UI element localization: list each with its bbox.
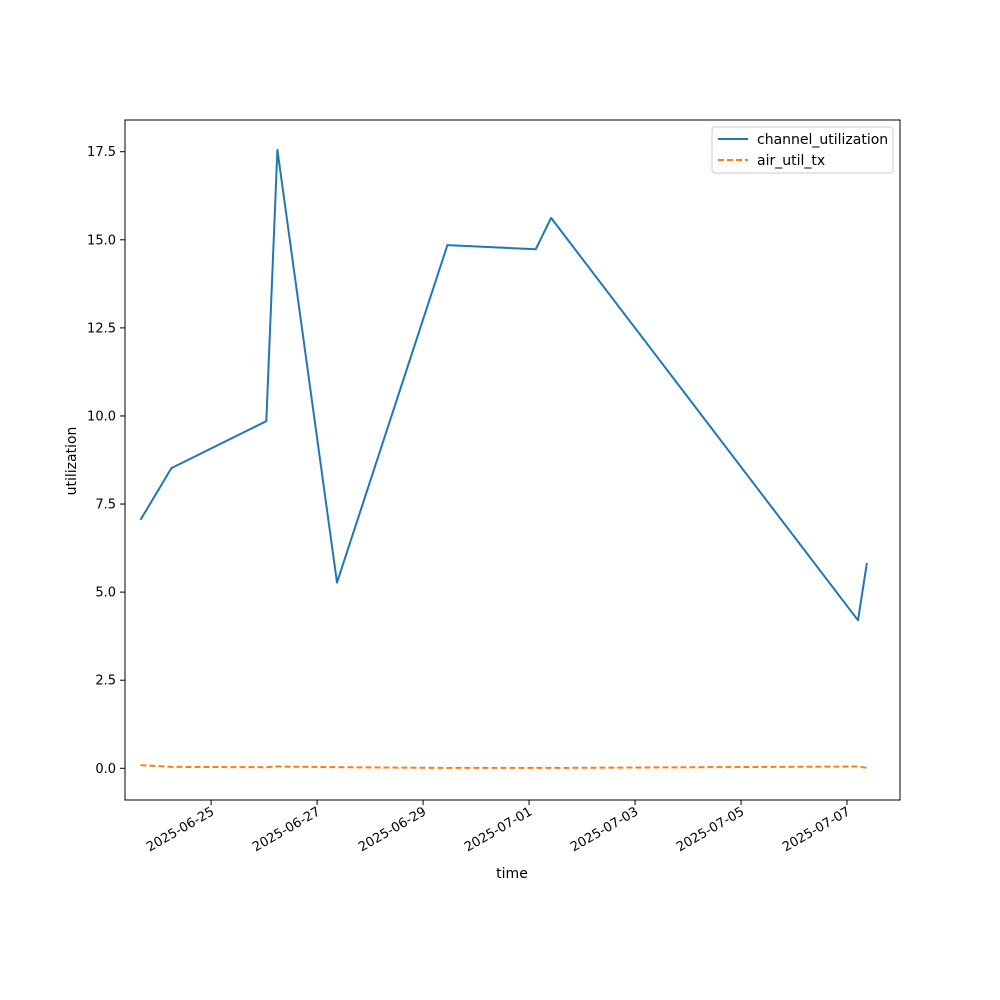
y-axis-ticks: 0.0 2.5 5.0 7.5 10.0 12.5 15.0 17.5 <box>87 145 125 777</box>
axes-frame <box>124 119 901 801</box>
y-tick-label-4: 10.0 <box>87 409 116 424</box>
y-axis-label: utilization <box>64 427 80 496</box>
y-tick-label-5: 12.5 <box>87 321 116 336</box>
x-axis-label: time <box>496 866 528 882</box>
legend-label-channel-utilization: channel_utilization <box>757 132 888 148</box>
y-tick-label-1: 2.5 <box>95 674 116 689</box>
legend-frame <box>711 126 894 174</box>
y-tick-label-2: 5.0 <box>95 586 116 601</box>
y-tick-label-7: 17.5 <box>87 145 116 160</box>
y-tick-label-0: 0.0 <box>95 762 116 777</box>
legend-label-air-util-tx: air_util_tx <box>757 153 825 169</box>
series-layer <box>139 148 868 769</box>
y-tick-label-3: 7.5 <box>95 498 116 513</box>
series-line-channel-utilization <box>139 148 868 622</box>
y-tick-label-6: 15.0 <box>87 233 116 248</box>
legend: channel_utilization air_util_tx <box>711 126 894 174</box>
